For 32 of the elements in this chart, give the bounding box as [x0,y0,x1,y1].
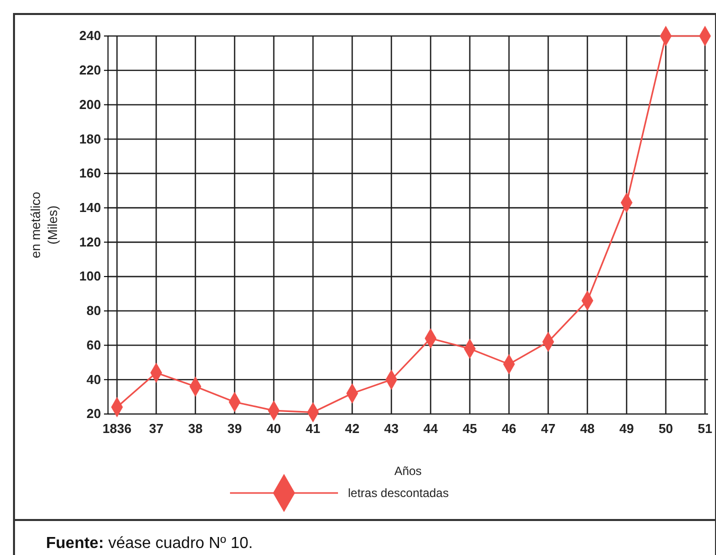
x-tick-label: 51 [698,421,712,436]
y-tick-label: 140 [79,200,101,215]
x-tick-label: 38 [188,421,203,436]
x-axis-title: Años [394,464,422,478]
x-tick-label: 47 [540,421,556,436]
y-tick-label: 220 [79,62,101,78]
y-tick-label: 60 [86,337,101,352]
x-tick-label: 49 [619,421,634,436]
y-axis-title: en metálico (Miles) [28,192,60,258]
y-tick-label: 20 [86,406,101,422]
y-tick-label: 100 [79,268,101,284]
y-tick-label: 40 [86,372,101,387]
x-tick-label: 44 [423,421,439,436]
source-note: Fuente: véase cuadro Nº 10. [46,535,253,552]
x-tick-label: 41 [306,421,320,436]
x-tick-label: 39 [227,421,242,436]
y-tick-label: 160 [79,166,101,181]
x-tick-label: 48 [580,421,595,436]
y-tick-label: 180 [79,131,101,146]
text: letras descontadas [348,486,449,500]
x-tick-label: 43 [384,421,399,436]
x-tick-label: 40 [266,421,282,436]
x-tick-label: 50 [658,421,674,436]
x-tick-label: 46 [502,421,516,436]
x-tick-label: 42 [344,421,360,436]
x-tick-label: 45 [462,421,478,436]
y-tick-label: 240 [79,28,101,44]
y-tick-label: 80 [86,303,101,318]
y-tick-label: 120 [79,234,101,250]
y-tick-label: 200 [79,96,101,112]
x-tick-label: 1836 [102,421,132,436]
x-tick-label: 37 [148,421,164,436]
